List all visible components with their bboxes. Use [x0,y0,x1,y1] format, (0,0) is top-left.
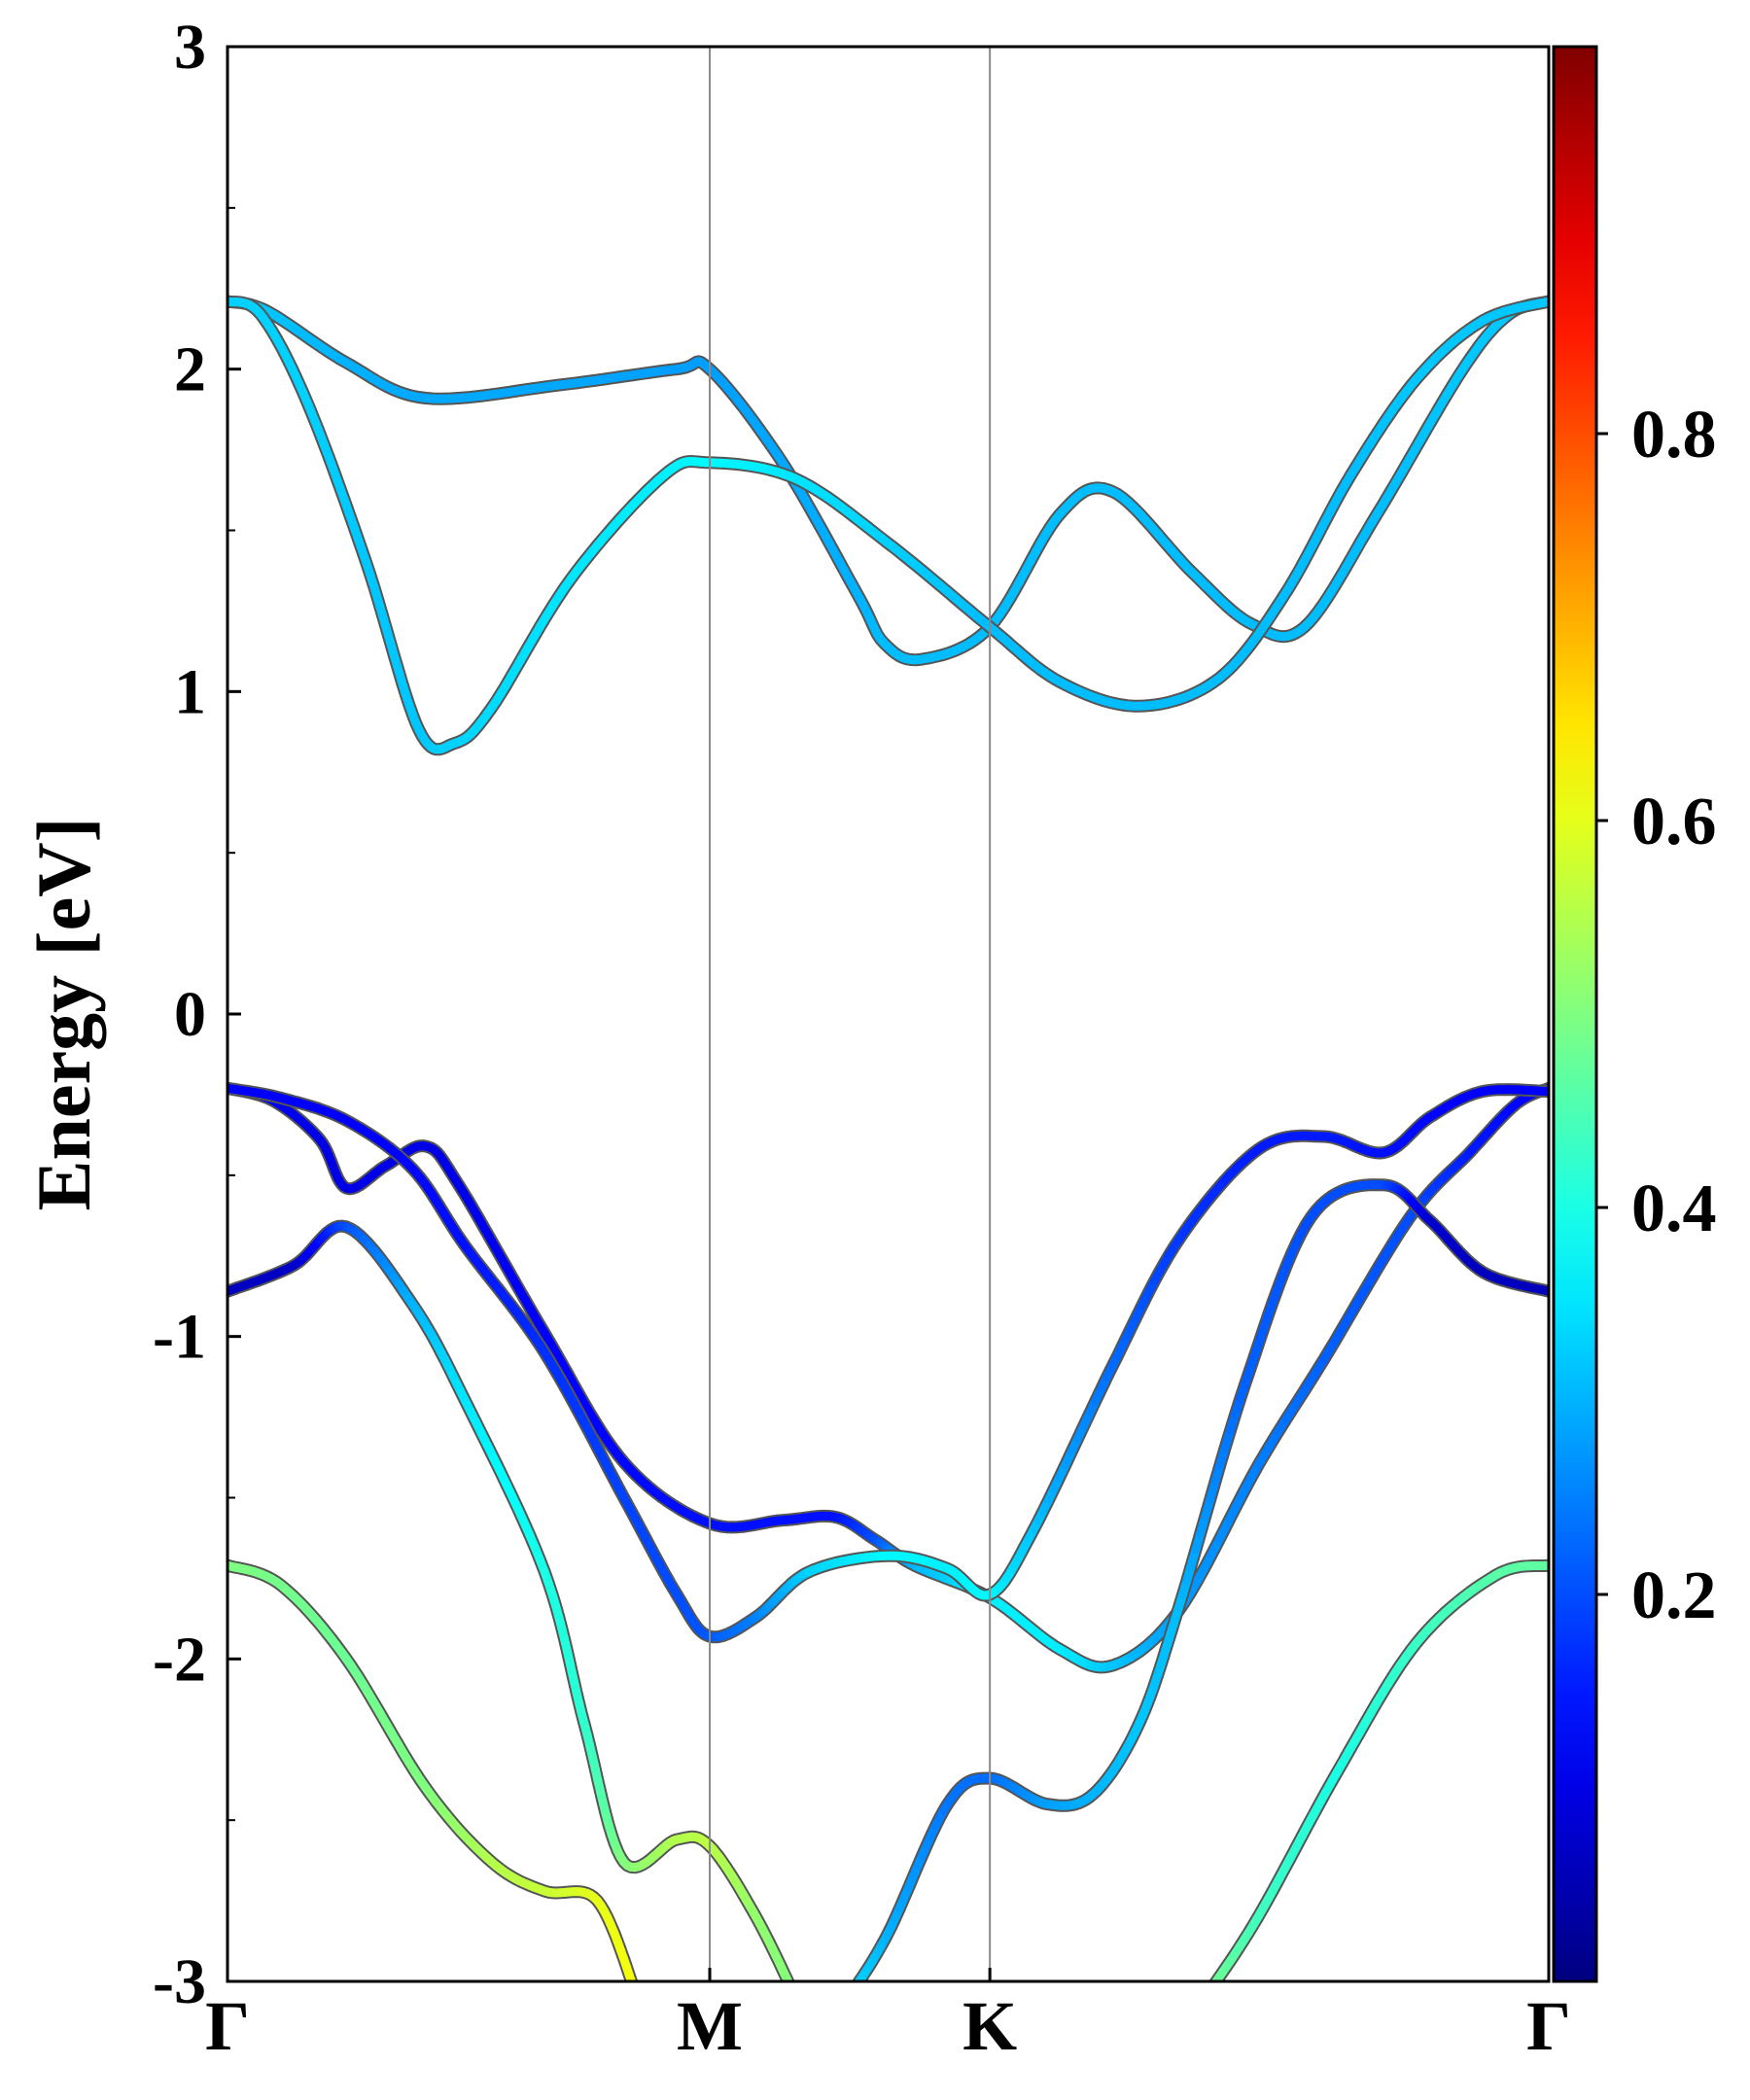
band-segment [788,1980,792,1981]
y-tick-label: -1 [153,1302,206,1373]
band-lines [228,295,1549,1998]
band-segment [636,1993,638,1997]
y-tick-label: -3 [153,1946,206,2017]
kpoint-label: Γ [205,1987,250,2065]
kpoint-label: Γ [1526,1987,1571,2065]
colorbar-gradient [1552,45,1598,1983]
y-axis-label: Energy [eV] [21,817,106,1210]
band-valence-band-5 [228,1558,639,1997]
y-tick-label: -2 [153,1624,206,1695]
band-segment [1208,1991,1210,1995]
band-segment [849,1995,851,1998]
band-outline [228,295,1549,756]
colorbar-tick-label: 0.2 [1631,1558,1717,1633]
colorbar-tick-label: 0.4 [1631,1172,1717,1246]
band-segment [634,1988,636,1994]
band-segment [852,1989,854,1992]
y-tick-label: 0 [174,979,206,1050]
band-segment [850,1992,852,1995]
colorbar: 0.2 0.4 0.6 0.8 [1552,45,1717,1983]
band-segment [1209,1987,1212,1991]
band-conduction-band-2 [228,295,1549,756]
band-segment [1206,1994,1208,1997]
axes: -3 -2 -1 0 1 2 3 Γ M K Γ [153,12,1571,2065]
band-valence-band-3 [228,1219,796,1997]
band-valence-band-2 [228,1081,1549,1644]
plot-frame [226,45,1551,1983]
y-tick-label: 1 [174,656,206,727]
band-segment [1210,1978,1220,1981]
band-valence-band-6 [1206,1558,1549,1997]
band-segment [794,1994,796,1997]
colorbar-tick-label: 0.8 [1631,398,1717,472]
band-segment [856,1980,858,1981]
band-valence-band-4 [849,1178,1549,1998]
colorbar-tick-label: 0.6 [1631,785,1717,859]
kpoint-label: M [677,1987,743,2065]
band-outline [1208,1558,1549,1981]
y-tick-label: 3 [174,12,206,83]
y-tick-label: 2 [174,334,206,405]
kpoint-label: K [962,1987,1017,2065]
band-segment [792,1990,794,1994]
band-outline [228,1558,639,1981]
